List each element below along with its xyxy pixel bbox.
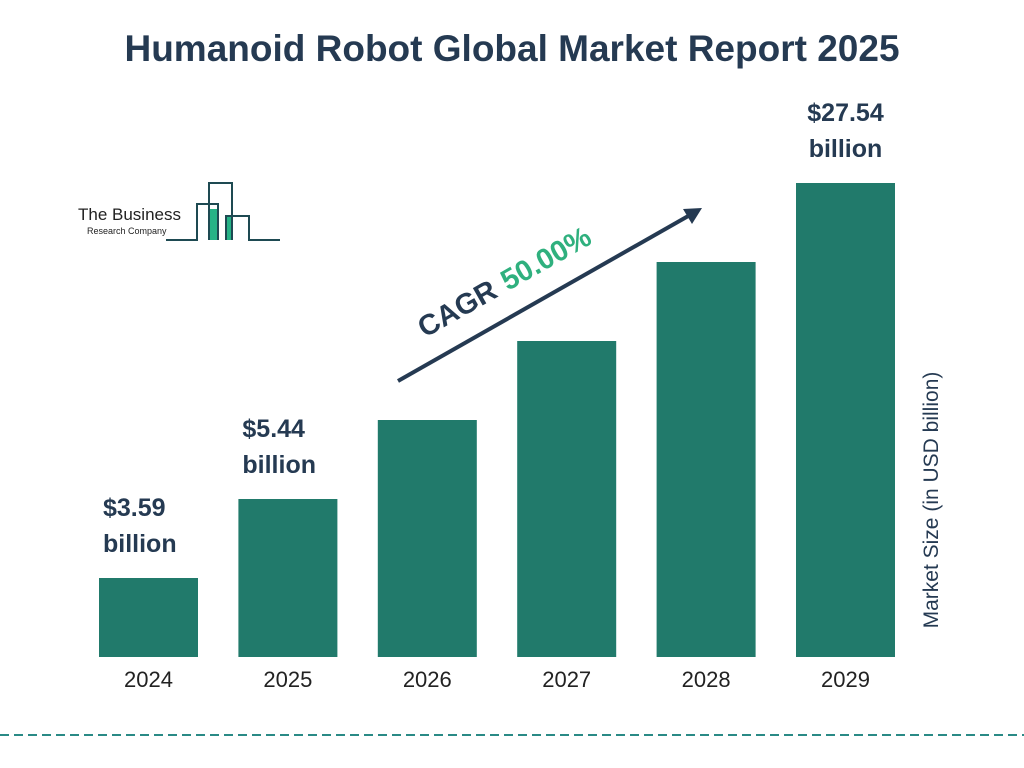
cagr-arrow xyxy=(397,208,702,383)
data-label: $5.44 billion xyxy=(242,411,402,483)
data-label-value: $27.54 xyxy=(807,99,884,127)
data-label-value: $3.59 xyxy=(103,494,166,522)
bar-2029 xyxy=(796,183,895,657)
x-tick-label: 2029 xyxy=(821,667,870,692)
x-tick-label: 2027 xyxy=(542,667,591,692)
data-label-unit: billion xyxy=(808,135,883,163)
bar-2026 xyxy=(377,420,477,657)
x-tick-label: 2025 xyxy=(263,667,312,692)
x-tick-label: 2024 xyxy=(124,667,173,692)
x-tick-label: 2026 xyxy=(403,667,452,692)
data-label: $27.54 billion xyxy=(766,95,926,167)
bar-2024 xyxy=(99,578,198,657)
bar-2027 xyxy=(517,341,617,657)
data-label-unit: billion xyxy=(103,530,177,558)
bar-2028 xyxy=(656,262,756,657)
y-axis-label: Market Size (in USD billion) xyxy=(920,371,943,629)
logo-text-line2: Research Company xyxy=(87,226,167,236)
data-label: $3.59 billion xyxy=(103,490,263,562)
chart-title: Humanoid Robot Global Market Report 2025 xyxy=(124,28,900,69)
data-label-unit: billion xyxy=(242,451,316,479)
data-label-value: $5.44 xyxy=(242,415,305,443)
logo-text-line1: The Business xyxy=(78,205,181,224)
bar-2025 xyxy=(238,499,338,657)
logo-mark-icon xyxy=(166,182,280,241)
x-tick-label: 2028 xyxy=(682,667,731,692)
